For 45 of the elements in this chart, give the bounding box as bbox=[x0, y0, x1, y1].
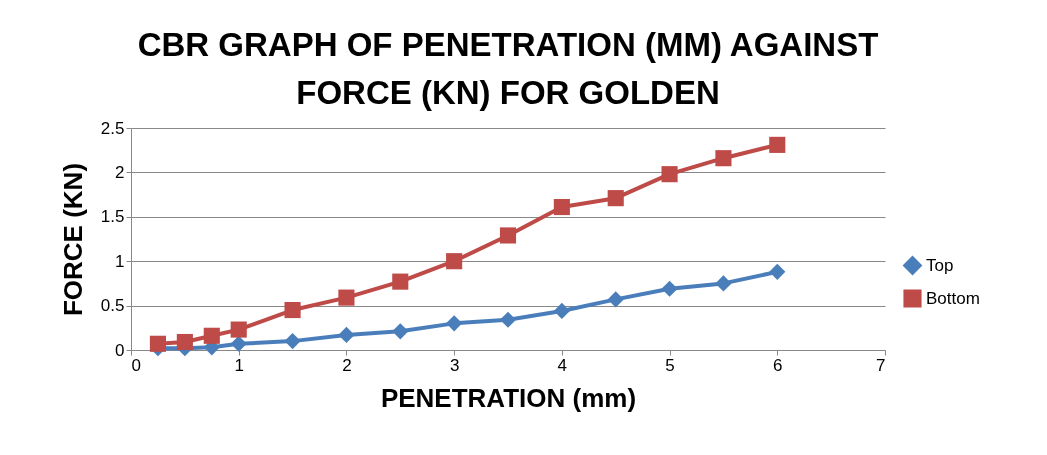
point bbox=[607, 291, 624, 308]
point bbox=[284, 301, 301, 319]
x-tick-label: 2 bbox=[342, 355, 352, 375]
point bbox=[176, 333, 193, 351]
x-tick-label: 3 bbox=[449, 355, 460, 375]
point bbox=[553, 198, 570, 216]
point bbox=[446, 315, 463, 332]
point bbox=[338, 326, 355, 343]
x-tick-label: 6 bbox=[773, 355, 783, 375]
point bbox=[338, 289, 355, 306]
x-axis-title: PENETRATION (mm) bbox=[380, 382, 637, 413]
y-tick-label: 0 bbox=[115, 340, 125, 360]
x-tick-label: 0 bbox=[131, 355, 141, 375]
legend-label: Top bbox=[926, 255, 954, 275]
point bbox=[392, 323, 409, 340]
y-tick-label: 2 bbox=[115, 162, 125, 182]
y-tick-label: 2.5 bbox=[100, 118, 125, 138]
point bbox=[392, 273, 409, 290]
point bbox=[203, 327, 220, 344]
text: CBR GRAPH OF PENETRATION (MM) AGAINST bbox=[137, 26, 879, 63]
point bbox=[230, 321, 247, 338]
point bbox=[499, 227, 517, 244]
x-tick-label: 4 bbox=[557, 355, 568, 375]
legend-label: Bottom bbox=[926, 288, 980, 308]
point bbox=[553, 302, 570, 319]
x-tick-label: 1 bbox=[234, 355, 244, 375]
point bbox=[284, 333, 301, 350]
point bbox=[661, 280, 678, 297]
point bbox=[715, 275, 732, 292]
x-tick-label: 5 bbox=[665, 355, 675, 375]
point bbox=[446, 253, 463, 270]
point bbox=[661, 166, 678, 183]
y-tick-label: 1.5 bbox=[100, 207, 125, 227]
y-axis-title: FORCE (KN) bbox=[57, 162, 88, 317]
point bbox=[769, 263, 786, 280]
text: FORCE (KN) FOR GOLDEN bbox=[296, 74, 720, 111]
point bbox=[769, 136, 786, 153]
x-tick-label: 7 bbox=[876, 355, 886, 375]
y-tick-label: 1 bbox=[115, 251, 125, 271]
point bbox=[607, 190, 624, 207]
point bbox=[715, 150, 732, 167]
point bbox=[149, 335, 166, 352]
point bbox=[499, 311, 517, 328]
point bbox=[230, 335, 247, 352]
y-tick-label: 0.5 bbox=[100, 296, 125, 316]
